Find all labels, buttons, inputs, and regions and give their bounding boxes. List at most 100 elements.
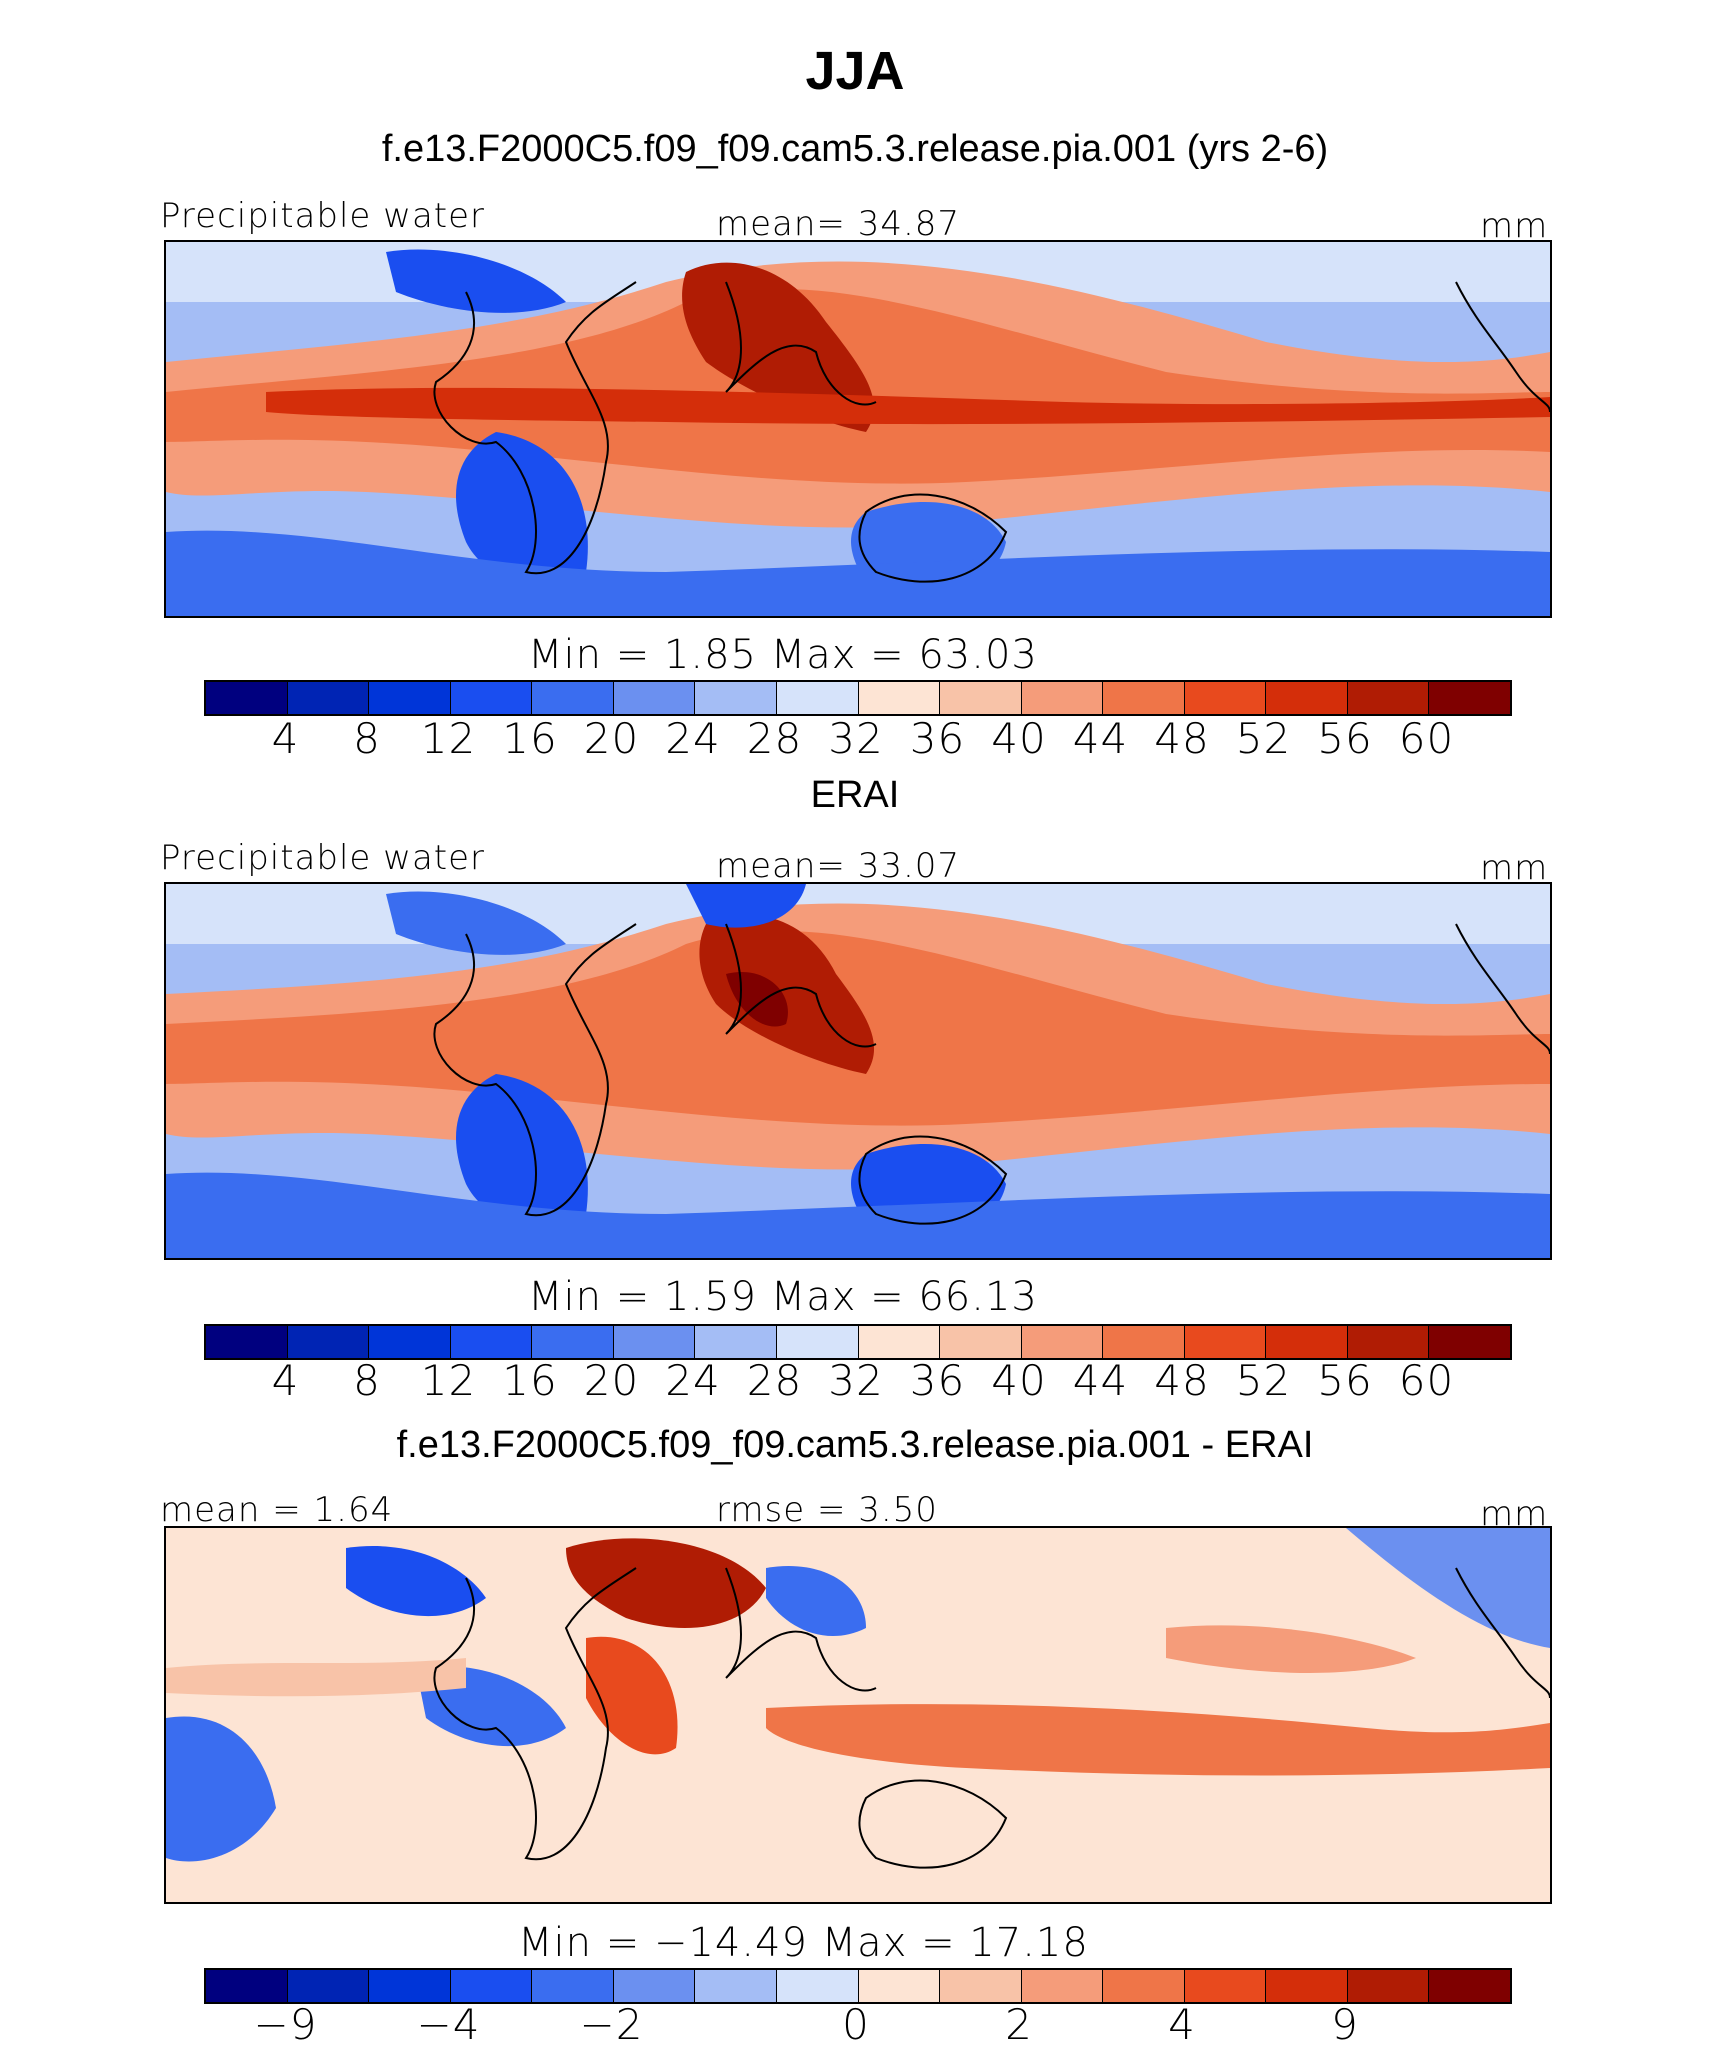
panel-1-map-graphic	[166, 242, 1550, 616]
colorbar-cell	[1021, 1970, 1104, 2002]
colorbar-tick-label: 32	[828, 714, 884, 763]
colorbar-cell	[206, 1970, 288, 2002]
panel-2-map-graphic	[166, 884, 1550, 1258]
panel-3-minmax: Min = −14.49 Max = 17.18	[518, 1920, 1089, 1966]
colorbar-tick-label: 32	[828, 1356, 884, 1405]
figure-title: JJA	[805, 41, 905, 101]
colorbar-cell	[287, 682, 370, 714]
colorbar-tick-label: 44	[1072, 1356, 1129, 1405]
colorbar-cell	[1103, 1326, 1185, 1358]
colorbar-tick-label: 20	[583, 1356, 640, 1405]
colorbar-cell	[1103, 1970, 1185, 2002]
colorbar-cell	[1347, 1970, 1430, 2002]
colorbar-cell	[1429, 682, 1510, 714]
colorbar-tick-label: 4	[1168, 2000, 1196, 2049]
panel-3-colorbar-ticks: −9 −4 −2 0 2 4 9	[204, 2000, 1512, 2050]
colorbar-tick-label: 24	[665, 714, 721, 763]
colorbar-tick-label: 48	[1154, 1356, 1210, 1405]
colorbar-cell	[776, 682, 859, 714]
colorbar-cell	[1103, 682, 1185, 714]
colorbar-tick-label: 40	[991, 714, 1047, 763]
panel-1-colorbar	[204, 680, 1512, 716]
colorbar-cell	[287, 1970, 370, 2002]
colorbar-tick-label: 24	[665, 1356, 721, 1405]
colorbar-cell	[1021, 1326, 1104, 1358]
colorbar-tick-label: 2	[1005, 2000, 1033, 2049]
panel-2-map	[164, 882, 1552, 1260]
panel-3-map	[164, 1526, 1552, 1904]
panel-2-variable-label: Precipitable water	[160, 838, 486, 878]
colorbar-cell	[532, 1970, 614, 2002]
colorbar-cell	[450, 1970, 533, 2002]
panel-1-map	[164, 240, 1552, 618]
colorbar-tick-label: 16	[502, 714, 558, 763]
colorbar-cell	[695, 682, 777, 714]
colorbar-cell	[369, 1970, 451, 2002]
colorbar-tick-label: 52	[1235, 714, 1292, 763]
colorbar-tick-label: 20	[583, 714, 640, 763]
colorbar-tick-label: 28	[746, 1356, 803, 1405]
colorbar-tick-label: 36	[909, 714, 966, 763]
colorbar-cell	[1347, 682, 1430, 714]
colorbar-tick-label: 0	[842, 2000, 870, 2049]
panel-3-title: f.e13.F2000C5.f09_f09.cam5.3.release.pia…	[396, 1424, 1314, 1466]
colorbar-cell	[1184, 682, 1267, 714]
panel-1-title: f.e13.F2000C5.f09_f09.cam5.3.release.pia…	[381, 128, 1329, 170]
panel-1-variable-label: Precipitable water	[160, 196, 486, 236]
colorbar-cell	[858, 1970, 941, 2002]
colorbar-cell	[858, 1326, 941, 1358]
colorbar-cell	[1347, 1326, 1430, 1358]
colorbar-cell	[206, 1326, 288, 1358]
colorbar-cell	[695, 1326, 777, 1358]
panel-1-units-label: mm	[1480, 206, 1549, 246]
colorbar-cell	[1266, 682, 1348, 714]
colorbar-cell	[1184, 1326, 1267, 1358]
colorbar-tick-label: 40	[991, 1356, 1047, 1405]
colorbar-cell	[858, 682, 941, 714]
colorbar-tick-label: −9	[253, 2000, 318, 2049]
colorbar-tick-label: 56	[1317, 714, 1373, 763]
colorbar-cell	[1266, 1970, 1348, 2002]
panel-3-mean-label: mean = 1.64	[160, 1490, 394, 1530]
colorbar-cell	[1266, 1326, 1348, 1358]
colorbar-cell	[1021, 682, 1104, 714]
colorbar-tick-label: 8	[353, 714, 381, 763]
colorbar-cell	[532, 682, 614, 714]
panel-3-colorbar	[204, 1968, 1512, 2004]
colorbar-tick-label: 48	[1154, 714, 1210, 763]
colorbar-cell	[940, 1326, 1022, 1358]
panel-2-units-label: mm	[1480, 848, 1549, 888]
colorbar-tick-label: 12	[420, 1356, 477, 1405]
colorbar-cell	[532, 1326, 614, 1358]
panel-2-minmax: Min = 1.59 Max = 66.13	[528, 1274, 1038, 1320]
colorbar-tick-label: 16	[502, 1356, 558, 1405]
colorbar-tick-label: 28	[746, 714, 803, 763]
colorbar-tick-label: 8	[353, 1356, 381, 1405]
colorbar-cell	[206, 682, 288, 714]
colorbar-cell	[450, 682, 533, 714]
colorbar-cell	[1429, 1326, 1510, 1358]
colorbar-cell	[613, 1970, 696, 2002]
panel-1-mean-label: mean= 34.87	[716, 204, 961, 244]
colorbar-cell	[695, 1970, 777, 2002]
colorbar-tick-label: 9	[1331, 2000, 1359, 2049]
panel-2-mean-label: mean= 33.07	[716, 846, 961, 886]
colorbar-tick-label: 44	[1072, 714, 1129, 763]
colorbar-cell	[287, 1326, 370, 1358]
colorbar-cell	[450, 1326, 533, 1358]
panel-1-minmax: Min = 1.85 Max = 63.03	[528, 632, 1038, 678]
colorbar-tick-label: 12	[420, 714, 477, 763]
colorbar-cell	[1429, 1970, 1510, 2002]
colorbar-cell	[369, 682, 451, 714]
colorbar-cell	[613, 1326, 696, 1358]
colorbar-cell	[1184, 1970, 1267, 2002]
colorbar-tick-label: 4	[271, 714, 300, 763]
colorbar-tick-label: 52	[1235, 1356, 1292, 1405]
colorbar-cell	[369, 1326, 451, 1358]
colorbar-tick-label: −2	[579, 2000, 644, 2049]
panel-2-title: ERAI	[810, 774, 900, 816]
colorbar-cell	[613, 682, 696, 714]
colorbar-tick-label: 56	[1317, 1356, 1373, 1405]
panel-3-rmse-label: rmse = 3.50	[716, 1490, 938, 1530]
panel-2-colorbar-ticks: 4 8 12 16 20 24 28 32 36 40 44 48 52 56 60	[204, 1356, 1512, 1406]
